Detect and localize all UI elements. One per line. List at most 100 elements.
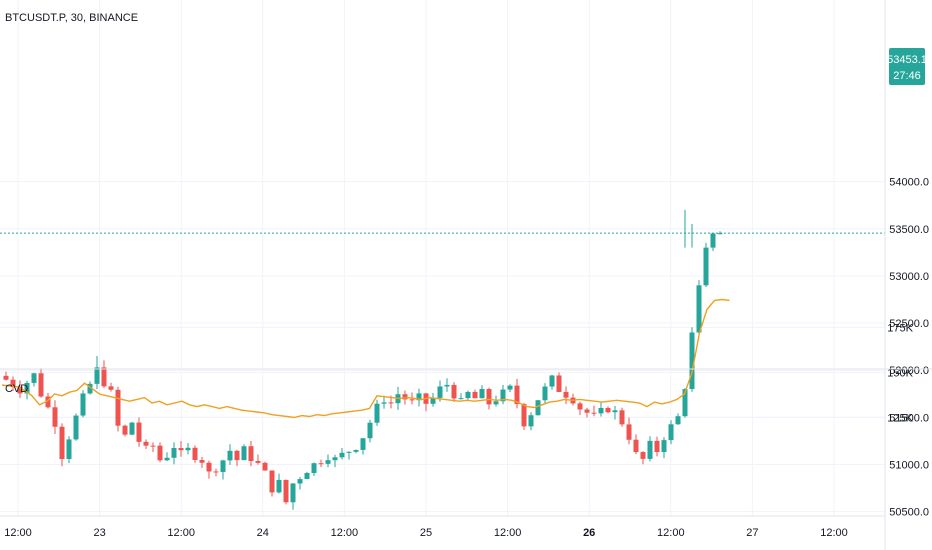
candle-body	[500, 389, 506, 402]
candle-body	[598, 408, 604, 414]
candle-body	[157, 445, 163, 461]
candle-body	[675, 416, 681, 425]
candle-body	[458, 398, 464, 400]
candle-body	[409, 399, 415, 401]
candle-body	[402, 394, 408, 400]
candle-body	[213, 471, 219, 473]
candle-body	[591, 412, 597, 414]
candle-body	[192, 447, 198, 461]
price-tick-label: 51000.0	[889, 460, 929, 472]
candle-body	[227, 450, 233, 461]
candle-body	[668, 424, 674, 441]
candle-body	[255, 461, 261, 463]
candle-body	[304, 472, 310, 480]
candle-body	[311, 463, 317, 473]
candle-body	[535, 400, 541, 416]
price-axis[interactable]: 50500.0 51000.0 51500.0 52000.0 52500.0 53000…	[889, 177, 929, 519]
price-grid	[0, 0, 885, 513]
time-axis[interactable]: 12:00 23 12:00 24 12:00 25 12:00 26 12:00 27 12:00	[4, 527, 848, 539]
time-tick-label: 12:00	[167, 527, 195, 539]
candle-body	[143, 441, 149, 446]
candle-body	[374, 403, 380, 423]
time-tick-label: 12:00	[820, 527, 848, 539]
candle-body	[696, 285, 702, 333]
time-tick-label: 26	[583, 527, 595, 539]
price-tick-label: 53500.0	[889, 224, 929, 236]
time-tick-label: 24	[257, 527, 269, 539]
price-tick-label: 50500.0	[889, 507, 929, 519]
candle-body	[31, 373, 37, 383]
candle-body	[605, 408, 611, 413]
candle-body	[507, 385, 513, 390]
candle-body	[703, 247, 709, 286]
time-tick-label: 27	[746, 527, 758, 539]
candle-body	[339, 452, 345, 458]
candle-body	[164, 457, 170, 461]
candle-body	[640, 452, 646, 459]
candle-body	[45, 396, 51, 408]
candle-body	[577, 403, 583, 410]
candle-body	[633, 439, 639, 453]
candle-body	[514, 385, 520, 405]
cvd-series	[1, 298, 730, 419]
candle-body	[710, 233, 716, 248]
candle-body	[479, 389, 485, 399]
candlestick-series	[3, 209, 723, 510]
candle-body	[297, 479, 303, 484]
candle-body	[451, 384, 457, 399]
candle-body	[248, 446, 254, 462]
price-badge-price: 53453.1	[887, 54, 927, 66]
candle-body	[682, 389, 688, 417]
candle-body	[661, 440, 667, 453]
candle-body	[3, 375, 9, 380]
cvd-title[interactable]: CVD	[5, 383, 28, 395]
cvd-line	[1, 298, 730, 419]
candle-body	[647, 440, 653, 459]
candle-body	[528, 415, 534, 427]
candle-body	[52, 407, 58, 427]
candle-body	[10, 379, 16, 388]
price-tick-label: 51500.0	[889, 412, 929, 424]
price-badge-bg	[889, 48, 925, 85]
symbol-title[interactable]: BTCUSDT.P, 30, BINANCE	[5, 12, 138, 24]
candle-body	[556, 375, 562, 392]
candle-body	[17, 387, 23, 394]
candle-body	[185, 447, 191, 451]
cvd-axis[interactable]: 125K 150K 175K	[887, 322, 913, 424]
cvd-grid	[0, 326, 885, 516]
candle-body	[367, 422, 373, 439]
candle-body	[332, 457, 338, 461]
candle-body	[220, 460, 226, 472]
cvd-tick-label: 175K	[887, 322, 913, 334]
price-tick-label: 53000.0	[889, 271, 929, 283]
candle-body	[493, 401, 499, 405]
candle-body	[549, 375, 555, 387]
price-tick-label: 52000.0	[889, 365, 929, 377]
price-tick-label: 52500.0	[889, 318, 929, 330]
candle-body	[276, 479, 282, 493]
candle-body	[626, 424, 632, 440]
candle-body	[150, 445, 156, 447]
time-tick-label: 23	[93, 527, 105, 539]
candle-body	[66, 439, 72, 460]
candle-body	[430, 397, 436, 404]
candle-body	[717, 233, 723, 235]
candle-body	[178, 448, 184, 451]
candle-body	[87, 383, 93, 394]
candle-body	[346, 451, 352, 453]
time-tick-label: 12:00	[4, 527, 32, 539]
candle-body	[381, 402, 387, 404]
candle-body	[444, 384, 450, 387]
candle-body	[584, 409, 590, 413]
candle-body	[388, 402, 394, 404]
candle-body	[136, 422, 142, 442]
candle-body	[283, 479, 289, 503]
candle-body	[318, 463, 324, 465]
candle-body	[73, 415, 79, 440]
candle-body	[472, 391, 478, 399]
candle-body	[360, 438, 366, 450]
candle-body	[521, 404, 527, 427]
candle-body	[80, 393, 86, 416]
